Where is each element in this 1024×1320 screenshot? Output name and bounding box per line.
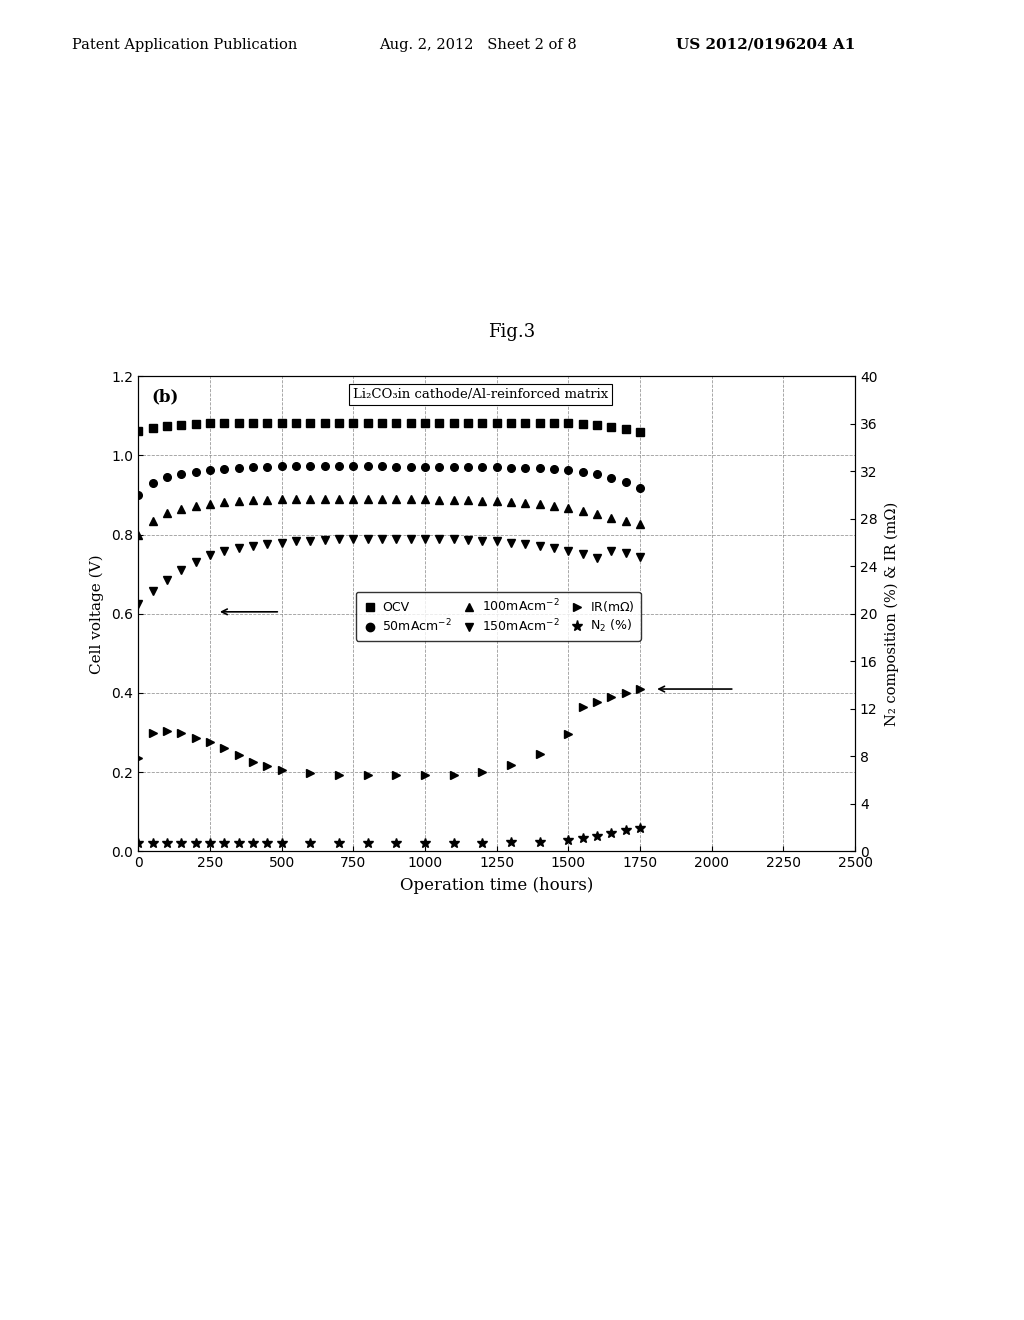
Legend: OCV, 50mAcm$^{-2}$, 100mAcm$^{-2}$, 150mAcm$^{-2}$, IR(m$\Omega$), N$_2$ (%): OCV, 50mAcm$^{-2}$, 100mAcm$^{-2}$, 150m… (356, 591, 641, 642)
Y-axis label: N₂ composition (%) & IR (mΩ): N₂ composition (%) & IR (mΩ) (885, 502, 899, 726)
X-axis label: Operation time (hours): Operation time (hours) (400, 878, 593, 894)
Text: Aug. 2, 2012   Sheet 2 of 8: Aug. 2, 2012 Sheet 2 of 8 (379, 38, 577, 51)
Text: US 2012/0196204 A1: US 2012/0196204 A1 (676, 38, 855, 51)
Text: Fig.3: Fig.3 (488, 322, 536, 341)
Text: Li₂CO₃in cathode/Al-reinforced matrix: Li₂CO₃in cathode/Al-reinforced matrix (353, 388, 608, 401)
Y-axis label: Cell voltage (V): Cell voltage (V) (90, 554, 104, 673)
Text: Patent Application Publication: Patent Application Publication (72, 38, 297, 51)
Text: (b): (b) (152, 388, 178, 405)
